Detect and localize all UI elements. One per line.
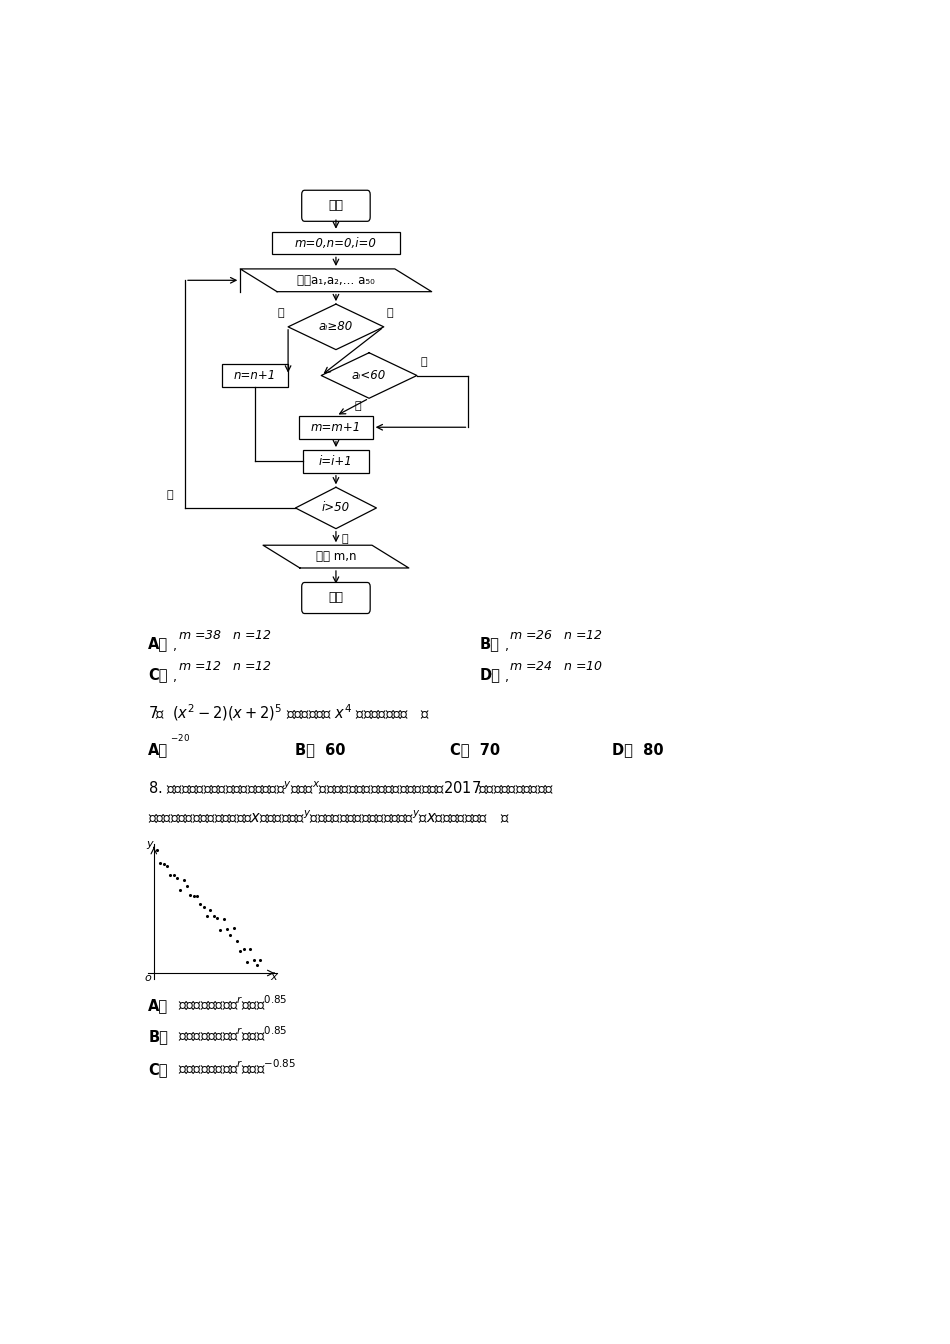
Text: aᵢ≥80: aᵢ≥80 — [319, 320, 353, 333]
FancyBboxPatch shape — [299, 415, 372, 438]
Text: 输入a₁,a₂,… a₅₀: 输入a₁,a₂,… a₅₀ — [297, 274, 375, 286]
Polygon shape — [321, 352, 417, 398]
Text: C．: C． — [148, 667, 168, 681]
Text: A．: A． — [148, 636, 168, 650]
Polygon shape — [263, 546, 408, 569]
Text: $m$ =38   $n$ =12: $m$ =38 $n$ =12 — [178, 629, 272, 642]
Text: 是: 是 — [277, 309, 284, 319]
Text: B．: B． — [148, 1030, 168, 1044]
FancyBboxPatch shape — [272, 231, 400, 254]
Text: B．  60: B． 60 — [295, 742, 346, 757]
Text: D．: D． — [480, 667, 501, 681]
Polygon shape — [295, 488, 376, 528]
Text: 7．  $(x^2 - 2)(x+2)^5$ 的展开式中含 $x^4$ 的项的系数为（   ）: 7． $(x^2 - 2)(x+2)^5$ 的展开式中含 $x^4$ 的项的系数… — [148, 702, 430, 723]
Text: ,: , — [504, 671, 508, 684]
Text: B．: B． — [480, 636, 500, 650]
Text: 否: 否 — [386, 309, 392, 319]
Text: 结束: 结束 — [329, 591, 344, 605]
Text: 否: 否 — [166, 489, 173, 500]
FancyBboxPatch shape — [303, 450, 369, 473]
Text: $m$ =26   $n$ =12: $m$ =26 $n$ =12 — [509, 629, 603, 642]
Text: C．  70: C． 70 — [450, 742, 501, 757]
Text: 负相关，相关系数$^r$的值为$^{-0.85}$: 负相关，相关系数$^r$的值为$^{-0.85}$ — [178, 1058, 295, 1077]
Text: 正相关，相关系数$^r$的值为$^{0.85}$: 正相关，相关系数$^r$的值为$^{0.85}$ — [178, 993, 287, 1013]
Text: 8. 为研究某咖啡店每日的热咖啡销售量$^y$和气温$^x$之间是否具有线性相关关系，统计该店2017年每周六的销售量及当: 8. 为研究某咖啡店每日的热咖啡销售量$^y$和气温$^x$之间是否具有线性相关… — [148, 781, 554, 797]
Text: A．: A． — [148, 742, 168, 757]
Text: A．: A． — [148, 997, 168, 1013]
Text: 天气温得到如图所示的散点图（$x$轴表示气温，$^y$轴表示销售量），由散点图可知$^y$与$x$的相关关系为（   ）: 天气温得到如图所示的散点图（$x$轴表示气温，$^y$轴表示销售量），由散点图可… — [148, 809, 510, 827]
Text: ,: , — [173, 640, 178, 653]
Text: 开始: 开始 — [329, 199, 344, 212]
Text: 否: 否 — [354, 401, 361, 411]
Text: $m$ =12   $n$ =12: $m$ =12 $n$ =12 — [178, 660, 272, 673]
Polygon shape — [288, 304, 384, 349]
Text: 输出 m,n: 输出 m,n — [315, 550, 356, 563]
Text: n=n+1: n=n+1 — [234, 370, 276, 382]
Text: $^{-20}$: $^{-20}$ — [170, 734, 190, 747]
Text: $m$ =24   $n$ =10: $m$ =24 $n$ =10 — [509, 660, 603, 673]
Text: aᵢ<60: aᵢ<60 — [352, 370, 387, 382]
Text: ,: , — [173, 671, 178, 684]
Text: i=i+1: i=i+1 — [319, 454, 352, 468]
FancyBboxPatch shape — [221, 364, 288, 387]
Text: 是: 是 — [421, 358, 428, 367]
Text: m=m+1: m=m+1 — [311, 421, 361, 434]
Text: m=0,n=0,i=0: m=0,n=0,i=0 — [295, 237, 377, 250]
Text: i>50: i>50 — [322, 501, 350, 515]
Text: 是: 是 — [342, 534, 349, 544]
Polygon shape — [240, 269, 431, 292]
Text: 负相关，相关系数$^r$的值为$^{0.85}$: 负相关，相关系数$^r$的值为$^{0.85}$ — [178, 1024, 287, 1044]
FancyBboxPatch shape — [302, 582, 370, 613]
Text: D．  80: D． 80 — [612, 742, 664, 757]
Text: C．: C． — [148, 1062, 168, 1077]
FancyBboxPatch shape — [302, 191, 370, 222]
Text: ,: , — [504, 640, 508, 653]
